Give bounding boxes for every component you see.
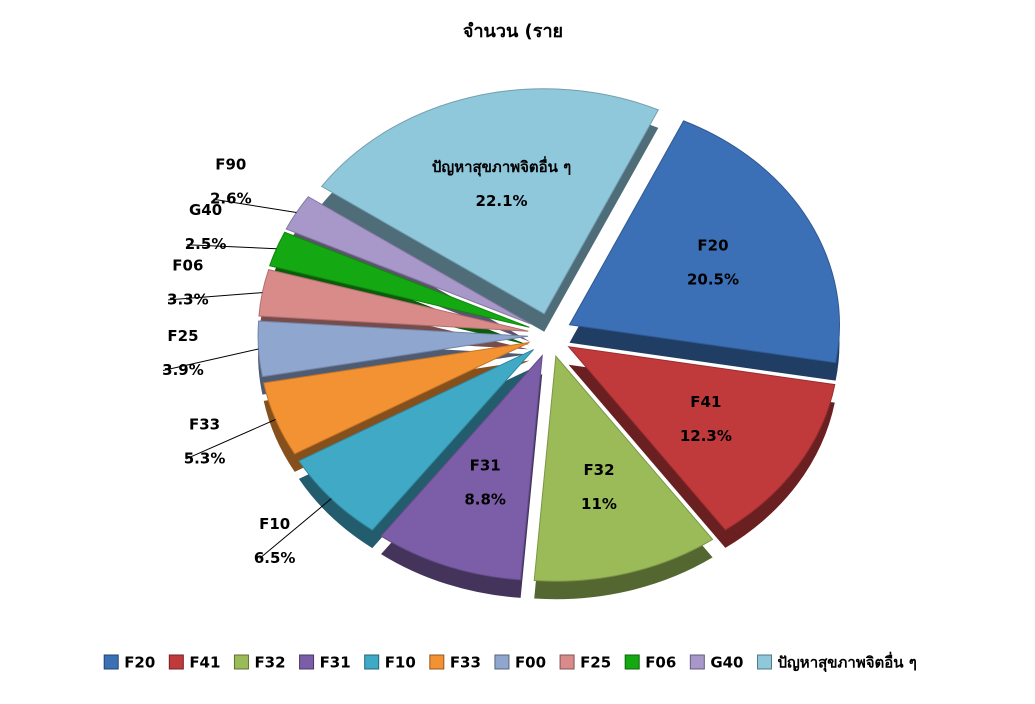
slice-label: F20 [697, 237, 728, 255]
legend-swatch [757, 654, 773, 670]
leader-line [185, 419, 276, 460]
legend-item: ปัญหาสุขภาพจิตอื่น ๆ [757, 652, 917, 673]
legend-item: F25 [559, 654, 611, 672]
legend-label: F32 [254, 654, 285, 672]
legend-item: F06 [624, 654, 676, 672]
legend-item: F10 [364, 654, 416, 672]
leader-line [168, 292, 263, 301]
legend-label: F20 [124, 654, 155, 672]
value-label: 22.1% [476, 192, 528, 210]
value-label: 20.5% [687, 271, 739, 289]
slice-label: ปัญหาสุขภาพจิตอื่น ๆ [432, 156, 571, 177]
legend-item: F31 [299, 654, 351, 672]
legend-label: G40 [710, 654, 743, 672]
value-label: 11% [581, 495, 617, 513]
slice-label: F06 [172, 256, 203, 274]
legend-swatch [429, 654, 445, 670]
slice-label: G40 [189, 201, 222, 219]
legend-swatch [233, 654, 249, 670]
slice [269, 231, 530, 328]
slice-label: F90 [215, 156, 246, 174]
value-label: 5.3% [184, 450, 226, 468]
slice-label: F33 [189, 416, 220, 434]
slice [568, 120, 840, 364]
legend-item: G40 [689, 654, 744, 672]
slice [298, 349, 534, 531]
leader-line [186, 244, 277, 250]
slice [380, 354, 543, 581]
legend-label: ปัญหาสุขภาพจิตอื่น ๆ [778, 652, 917, 673]
legend-swatch [299, 654, 315, 670]
legend-item: F41 [168, 654, 220, 672]
legend-item: F32 [233, 654, 286, 672]
legend-item: F33 [429, 654, 481, 672]
value-label: 2.6% [210, 190, 252, 208]
slice [567, 346, 836, 531]
legend-label: F06 [645, 654, 676, 672]
value-label: 3.9% [162, 361, 204, 379]
leader-line [259, 498, 332, 559]
slice [533, 354, 714, 582]
legend-label: F31 [320, 654, 351, 672]
slice [258, 269, 529, 332]
value-label: 6.5% [254, 549, 296, 567]
legend-item: F00 [494, 654, 546, 672]
leader-line [213, 198, 297, 213]
legend-label: F25 [580, 654, 611, 672]
legend-swatch [494, 654, 510, 670]
legend-item: F20 [103, 654, 155, 672]
legend-swatch [689, 654, 705, 670]
value-label: 3.3% [167, 290, 209, 308]
slice [257, 320, 529, 378]
chart-title: จำนวน (ราย [463, 21, 563, 42]
slice [263, 342, 530, 455]
legend-label: F33 [450, 654, 481, 672]
legend-label: F00 [515, 654, 546, 672]
value-label: 12.3% [680, 427, 732, 445]
slice [285, 196, 532, 325]
value-label: 2.5% [185, 235, 227, 253]
legend-label: F10 [385, 654, 416, 672]
slice [320, 88, 660, 315]
legend-swatch [364, 654, 380, 670]
value-label: 8.8% [464, 490, 506, 508]
slice-label: F25 [167, 327, 198, 345]
slice-label: F32 [583, 461, 614, 479]
slice-label: F10 [259, 515, 290, 533]
legend-swatch [559, 654, 575, 670]
legend-swatch [103, 654, 119, 670]
leader-line [162, 348, 259, 372]
legend-label: F41 [189, 654, 220, 672]
slice-label: F41 [690, 393, 721, 411]
legend-swatch [168, 654, 184, 670]
legend-swatch [624, 654, 640, 670]
slice-label: F31 [470, 456, 501, 474]
